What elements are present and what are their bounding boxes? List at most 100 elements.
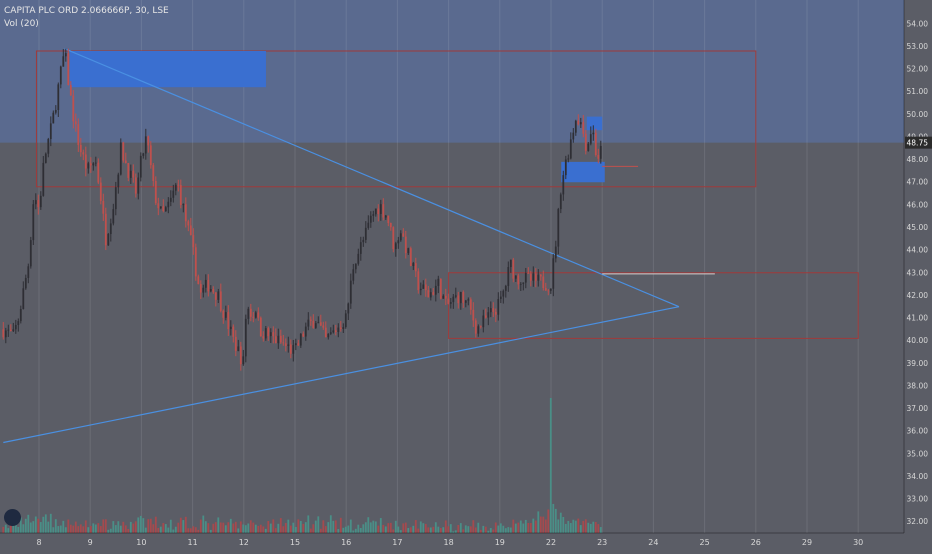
volume-bar: [39, 522, 42, 533]
volume-bar: [9, 523, 12, 533]
candle-body: [214, 292, 217, 300]
candle-body: [117, 174, 120, 188]
candle-body: [454, 295, 457, 297]
volume-bar: [297, 519, 300, 533]
candle-body: [467, 299, 470, 301]
volume-bar: [512, 519, 515, 533]
volume-bar: [494, 522, 497, 533]
volume-bar: [529, 523, 532, 533]
volume-indicator-label[interactable]: Vol (20): [4, 19, 39, 29]
volume-bar: [64, 527, 67, 533]
price-tick-label: 37.00: [907, 404, 929, 413]
candle-body: [404, 236, 407, 254]
price-tick-label: 38.00: [907, 381, 929, 390]
volume-bar: [439, 527, 442, 533]
candle-body: [532, 273, 535, 281]
volume-bar: [537, 511, 540, 533]
volume-bar: [319, 528, 322, 533]
volume-bar: [497, 525, 500, 533]
volume-bar: [589, 523, 592, 533]
volume-bar: [584, 519, 587, 533]
volume-bar: [267, 521, 270, 533]
candle-body: [347, 303, 350, 314]
price-tick-label: 34.00: [907, 472, 929, 481]
candle-body: [579, 122, 582, 125]
candle-body: [412, 263, 415, 266]
candle-body: [502, 290, 505, 297]
candle-body: [437, 278, 440, 286]
demand-zone-box: [561, 161, 605, 183]
volume-bar: [504, 528, 507, 533]
volume-bar: [549, 398, 552, 533]
candle-body: [464, 300, 467, 303]
candle-body: [264, 328, 267, 339]
candle-body: [544, 288, 547, 291]
candle-body: [79, 144, 82, 153]
candle-body: [114, 187, 117, 210]
candle-body: [309, 319, 312, 321]
candle-body: [274, 336, 277, 344]
volume-bar: [257, 525, 260, 533]
volume-bar: [307, 515, 310, 533]
candle-body: [519, 283, 522, 285]
candle-body: [269, 332, 272, 337]
candle-body: [357, 253, 360, 264]
volume-bar: [592, 521, 595, 533]
candle-body: [299, 333, 302, 346]
supply-zone-box: [69, 50, 266, 88]
candle-body: [249, 308, 252, 317]
volume-bar: [124, 525, 127, 533]
volume-bar: [69, 524, 72, 533]
volume-bar: [517, 522, 520, 533]
candle-body: [377, 208, 380, 214]
candle-body: [594, 132, 597, 156]
volume-bar: [244, 525, 247, 533]
time-tick-label: 15: [290, 538, 300, 547]
candle-body: [364, 227, 367, 240]
volume-bar: [379, 518, 382, 533]
candle-body: [397, 240, 400, 244]
candle-body: [49, 123, 52, 140]
volume-bar: [219, 522, 222, 533]
volume-bar: [184, 516, 187, 533]
candle-body: [92, 163, 95, 166]
candle-body: [477, 326, 480, 334]
candle-body: [37, 200, 40, 208]
candle-body: [362, 239, 365, 243]
time-tick-label: 24: [648, 538, 658, 547]
volume-bar: [239, 521, 242, 533]
volume-bar: [374, 521, 377, 533]
candle-body: [472, 309, 475, 321]
candle-body: [57, 84, 60, 110]
volume-bar: [309, 528, 312, 533]
volume-bar: [384, 526, 387, 533]
volume-bar: [317, 516, 320, 533]
candle-body: [277, 335, 280, 344]
candle-body: [224, 312, 227, 318]
candle-body: [59, 66, 62, 85]
volume-bar: [237, 528, 240, 533]
candle-body: [292, 345, 295, 354]
volume-bar: [52, 527, 55, 533]
volume-bar: [134, 521, 137, 533]
volume-bar: [187, 528, 190, 533]
volume-bar: [162, 523, 165, 533]
candle-body: [319, 322, 322, 326]
candle-body: [457, 295, 460, 304]
volume-bar: [594, 521, 597, 533]
candle-body: [582, 122, 585, 134]
last-price-badge: [905, 136, 932, 149]
candle-body: [452, 296, 455, 303]
volume-bar: [199, 519, 202, 533]
volume-bar: [142, 518, 145, 533]
volume-bar: [289, 525, 292, 533]
volume-bar: [4, 524, 7, 533]
volume-bar: [344, 526, 347, 533]
candle-body: [222, 310, 225, 318]
time-tick-label: 30: [853, 538, 863, 547]
volume-bar: [104, 519, 107, 533]
price-tick-label: 54.00: [907, 19, 929, 28]
volume-bar: [382, 524, 385, 533]
